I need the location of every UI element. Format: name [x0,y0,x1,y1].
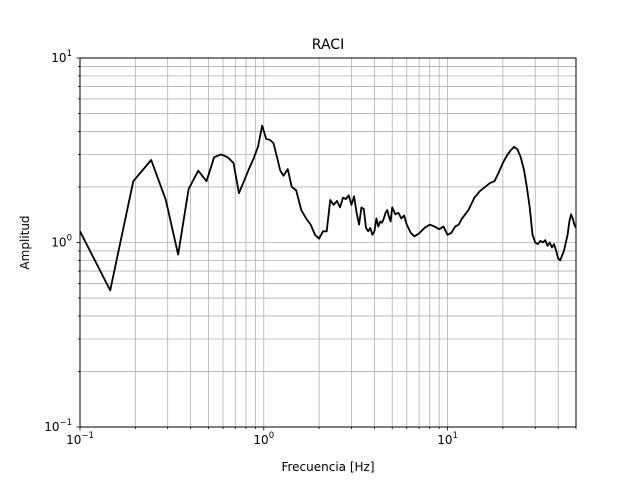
chart-title: RACI [312,37,344,53]
x-tick-label: 101 [437,431,458,447]
y-tick-label: 100 [51,234,72,250]
x-tick-label: 10−1 [66,431,94,447]
y-tick-label: 101 [51,49,72,65]
series-line-0 [79,124,577,292]
x-tick-label: 100 [253,431,274,447]
ticks [76,57,577,431]
y-tick-label: 10−1 [44,418,72,434]
tick-labels: 10−1 100 101 10−1 100 101 [44,49,458,447]
series-layer [79,124,577,292]
grid [79,57,577,428]
y-axis-label: Amplitud [18,215,32,269]
x-axis-label: Frecuencia [Hz] [281,460,374,474]
